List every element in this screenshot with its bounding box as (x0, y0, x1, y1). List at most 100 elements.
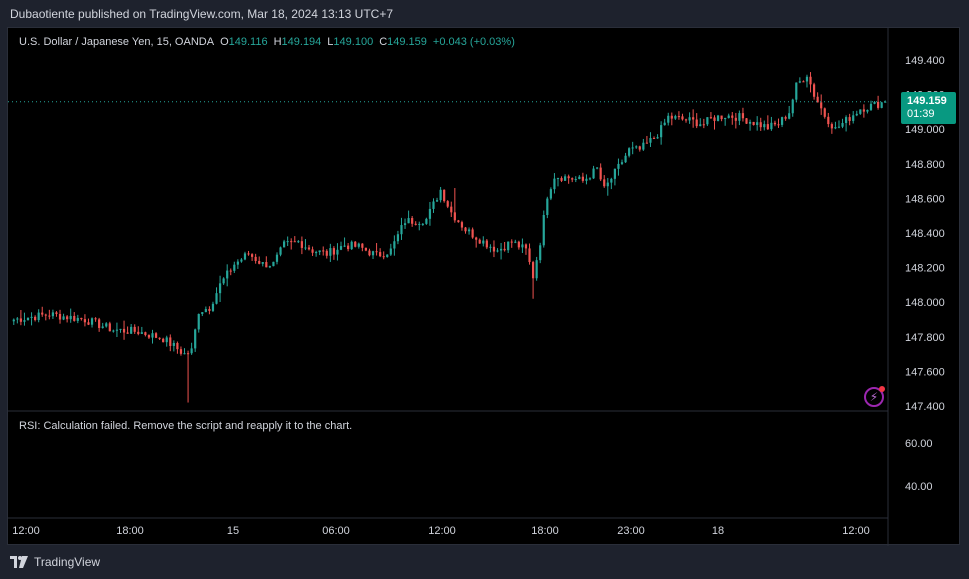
candle-body (482, 240, 485, 244)
time-tick-label: 18:00 (116, 525, 144, 537)
candle-body (542, 214, 545, 246)
time-tick-label: 12:00 (12, 525, 40, 537)
candle-body (73, 315, 76, 321)
candle-body (563, 176, 567, 181)
time-tick-label: 18 (712, 525, 724, 537)
candle-body (603, 179, 606, 187)
candle-body (873, 101, 876, 104)
candle-body (62, 316, 65, 320)
chart-frame[interactable]: 149.400149.200149.000148.800148.600148.4… (7, 27, 961, 546)
high-value: 149.194 (281, 36, 322, 48)
candle-body (852, 115, 855, 121)
candle-body (275, 254, 279, 262)
candle-body (884, 101, 887, 103)
candle-body (432, 201, 435, 209)
candle-body (834, 127, 837, 129)
price-tick-label: 148.400 (905, 228, 945, 240)
candle-body (553, 178, 556, 190)
candle-body (425, 218, 428, 224)
candle-body (130, 326, 133, 334)
footer: TradingView (10, 553, 100, 571)
candle-body (514, 241, 517, 243)
candle-body (411, 218, 414, 224)
candle-body (880, 102, 883, 108)
close-label: C (379, 36, 388, 48)
candle-body (300, 241, 303, 248)
candle-body (58, 313, 62, 320)
candle-body (204, 308, 207, 313)
candle-body (649, 138, 652, 143)
candle-body (702, 124, 705, 126)
candle-body (304, 247, 307, 249)
candle-body (652, 138, 656, 140)
candle-body (464, 227, 467, 232)
candle-body (154, 333, 158, 338)
candle-body (859, 109, 862, 114)
candle-body (528, 248, 531, 263)
candle-body (343, 245, 346, 247)
candle-body (94, 318, 97, 320)
candle-body (144, 332, 147, 336)
candle-body (692, 117, 695, 120)
candle-body (738, 113, 741, 121)
candle-body (745, 118, 748, 124)
candle-body (119, 328, 122, 330)
open-value: 149.116 (228, 36, 268, 48)
candle-body (752, 121, 755, 126)
candle-body (855, 113, 858, 116)
candle-body (364, 247, 368, 251)
candle-body (727, 115, 730, 118)
candle-body (354, 241, 357, 247)
candle-body (48, 315, 51, 317)
candle-body (766, 124, 769, 130)
candle-body (706, 117, 709, 125)
candle-body (122, 328, 126, 333)
candle-body (467, 229, 471, 232)
time-tick-label: 06:00 (322, 525, 350, 537)
candle-body (55, 312, 58, 314)
candle-body (656, 137, 659, 139)
price-tick-label: 147.600 (905, 366, 945, 378)
candle-body (724, 117, 727, 120)
candle-body (386, 254, 389, 258)
candle-body (247, 253, 250, 255)
candle-body (805, 76, 809, 82)
candle-body (371, 251, 375, 256)
candle-body (574, 179, 577, 181)
tradingview-logo-icon (10, 556, 28, 568)
candle-body (780, 117, 784, 125)
candle-body (503, 248, 506, 251)
candle-body (254, 256, 257, 261)
candle-body (98, 319, 101, 328)
candle-body (546, 198, 549, 215)
candle-body (624, 155, 627, 163)
high-label: H (273, 36, 282, 48)
candle-body (350, 241, 353, 250)
candle-body (862, 109, 865, 112)
candle-body (165, 337, 168, 343)
candle-body (201, 312, 204, 314)
candle-body (877, 101, 880, 108)
candle-body (283, 241, 286, 248)
candle-body (596, 167, 599, 169)
candle-body (318, 250, 321, 253)
candle-body (428, 208, 432, 219)
candle-body (229, 270, 232, 272)
candle-body (784, 117, 787, 119)
candle-body (435, 200, 439, 202)
candle-body (773, 122, 777, 125)
candle-body (492, 246, 496, 252)
candle-body (827, 116, 830, 125)
candle-body (613, 168, 616, 179)
candle-body (243, 253, 247, 260)
lightning-icon[interactable]: ⚡ (864, 386, 885, 407)
candle-body (539, 245, 542, 261)
bar-countdown: 01:39 (907, 108, 935, 120)
candle-body (30, 316, 33, 318)
candle-body (720, 115, 723, 120)
candle-body (599, 167, 602, 180)
candle-body (802, 81, 805, 83)
candlestick-chart[interactable]: 149.400149.200149.000148.800148.600148.4… (8, 28, 961, 546)
candle-body (80, 317, 83, 320)
candle-body (101, 326, 104, 328)
